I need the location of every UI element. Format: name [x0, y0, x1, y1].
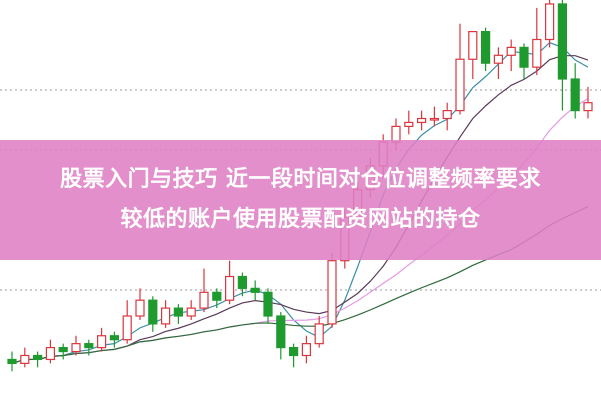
- candle-body: [263, 291, 273, 317]
- banner-title-line-1: 股票入门与技巧 近一段时间对仓位调整频率要求: [60, 167, 541, 192]
- title-banner: 股票入门与技巧 近一段时间对仓位调整频率要求 较低的账户使用股票配资网站的持仓: [0, 140, 601, 260]
- candle-body: [250, 287, 260, 293]
- candle-body: [135, 299, 145, 317]
- candle-body: [58, 347, 68, 353]
- candle-body: [212, 291, 222, 301]
- candle-body: [429, 117, 439, 121]
- candle-body: [173, 307, 183, 317]
- candle-body: [7, 358, 17, 365]
- candle-body: [417, 117, 427, 124]
- candle-body: [122, 315, 132, 341]
- candle-body: [199, 291, 209, 309]
- candle-body: [289, 347, 299, 357]
- candle-body: [161, 307, 171, 325]
- candle-body: [468, 31, 478, 60]
- candle-body: [544, 3, 555, 41]
- candle-body: [493, 54, 503, 64]
- candle-body: [404, 121, 414, 127]
- candle-body: [532, 38, 542, 68]
- candle-body: [148, 299, 158, 325]
- candle-body: [45, 347, 56, 361]
- candle-body: [84, 343, 94, 349]
- candle-body: [506, 46, 516, 56]
- candle-body: [327, 260, 337, 325]
- candle-body: [519, 46, 529, 68]
- candle-body: [71, 343, 81, 353]
- candle-body: [314, 323, 324, 345]
- candle-body: [276, 315, 286, 349]
- candle-body: [557, 3, 568, 80]
- candle-body: [186, 307, 196, 317]
- candle-body: [583, 102, 593, 112]
- banner-title-line-2: 较低的账户使用股票配资网站的持仓: [120, 207, 481, 232]
- candle-body: [109, 335, 120, 341]
- candle-body: [20, 354, 30, 365]
- candle-body: [455, 58, 465, 112]
- candle-body: [225, 275, 235, 301]
- candle-body: [32, 354, 43, 361]
- candle-body: [96, 335, 107, 349]
- candle-body: [570, 78, 580, 112]
- candle-body: [301, 343, 311, 357]
- candle-body: [237, 275, 247, 289]
- candle-body: [442, 109, 452, 120]
- candle-body: [481, 31, 491, 64]
